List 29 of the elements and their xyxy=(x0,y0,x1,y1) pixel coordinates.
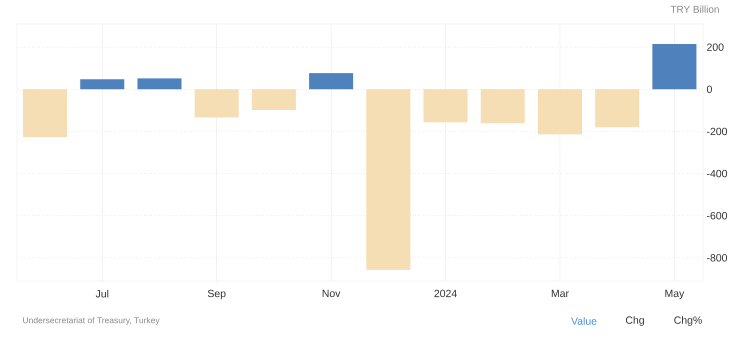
text: Chg% xyxy=(674,316,702,326)
bar xyxy=(309,73,354,90)
x-tick-label: 2024 xyxy=(434,290,457,298)
y-axis-title: TRY Billion xyxy=(670,6,719,13)
bar xyxy=(595,89,640,128)
bar xyxy=(252,89,296,110)
y-tick-label: 0 xyxy=(706,86,712,94)
x-tick-label: Jul xyxy=(96,290,108,298)
y-tick-label: -200 xyxy=(707,128,728,136)
y-tick-label: -800 xyxy=(707,254,728,262)
bar xyxy=(194,89,239,118)
x-tick-label: May xyxy=(665,290,684,300)
text: Undersecretariat of Treasury, Turkey xyxy=(23,317,160,325)
text: Value xyxy=(571,317,597,325)
y-tick-label: -400 xyxy=(707,170,728,178)
bar xyxy=(137,78,182,90)
x-tick-label: Nov xyxy=(322,290,340,298)
bar xyxy=(80,79,124,90)
bar xyxy=(538,89,582,134)
x-tick-label: Mar xyxy=(552,290,569,298)
x-tick-label: Sep xyxy=(208,290,226,300)
bar xyxy=(424,89,468,122)
y-tick-label: 200 xyxy=(707,43,724,51)
bar xyxy=(652,44,696,90)
y-tick-label: -600 xyxy=(707,212,728,220)
bar xyxy=(480,89,525,124)
bar xyxy=(23,89,68,138)
text: Chg xyxy=(626,316,644,326)
bar xyxy=(366,89,410,270)
